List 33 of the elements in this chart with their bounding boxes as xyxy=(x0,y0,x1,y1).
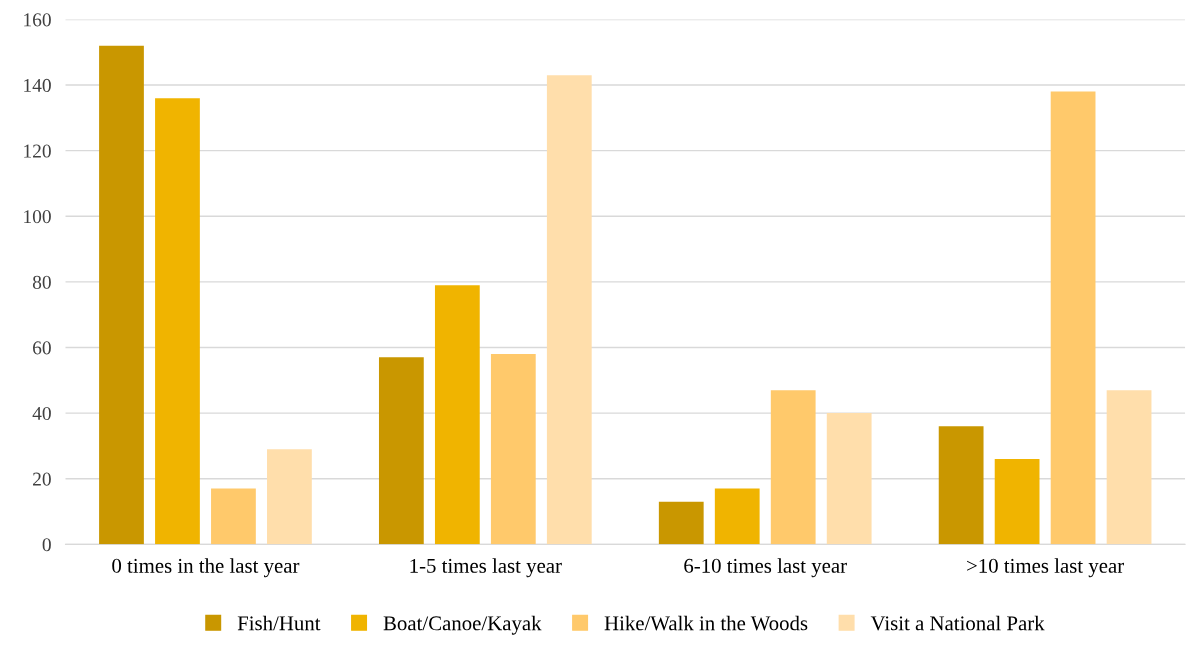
y-tick-label: 80 xyxy=(32,275,51,289)
bar xyxy=(211,488,256,545)
bar xyxy=(714,488,760,545)
bar xyxy=(155,98,200,545)
bar xyxy=(658,501,704,545)
y-tick-label: 60 xyxy=(33,341,51,355)
y-tick-label: 140 xyxy=(24,78,51,92)
y-tick-label: 120 xyxy=(24,144,51,158)
bar xyxy=(994,459,1040,545)
bar xyxy=(378,357,424,545)
bar xyxy=(770,390,816,545)
x-tick-label: 0 times in the last year xyxy=(112,558,300,578)
x-tick-label: 1-5 times last year xyxy=(410,558,562,578)
bar xyxy=(267,449,312,545)
bar xyxy=(490,354,536,545)
y-tick-label: 40 xyxy=(32,406,51,421)
x-tick-label: 6-10 times last year xyxy=(684,558,847,578)
y-tick-label: 100 xyxy=(24,210,51,224)
x-tick-label: >10 times last year xyxy=(967,558,1124,578)
bar xyxy=(546,75,592,545)
bar xyxy=(826,413,872,545)
bar xyxy=(434,285,480,545)
bar xyxy=(938,426,984,545)
bar xyxy=(1106,390,1152,545)
y-tick-label: 0 xyxy=(42,538,51,552)
legend-label: Boat/Canoe/Kayak xyxy=(383,615,542,635)
y-tick-label: 160 xyxy=(24,13,51,27)
legend-label: Hike/Walk in the Woods xyxy=(604,615,808,631)
bar xyxy=(1050,91,1096,545)
legend-label: Fish/Hunt xyxy=(237,615,321,631)
y-tick-label: 20 xyxy=(33,472,51,486)
legend-label: Visit a National Park xyxy=(870,615,1045,631)
bar xyxy=(99,45,144,545)
